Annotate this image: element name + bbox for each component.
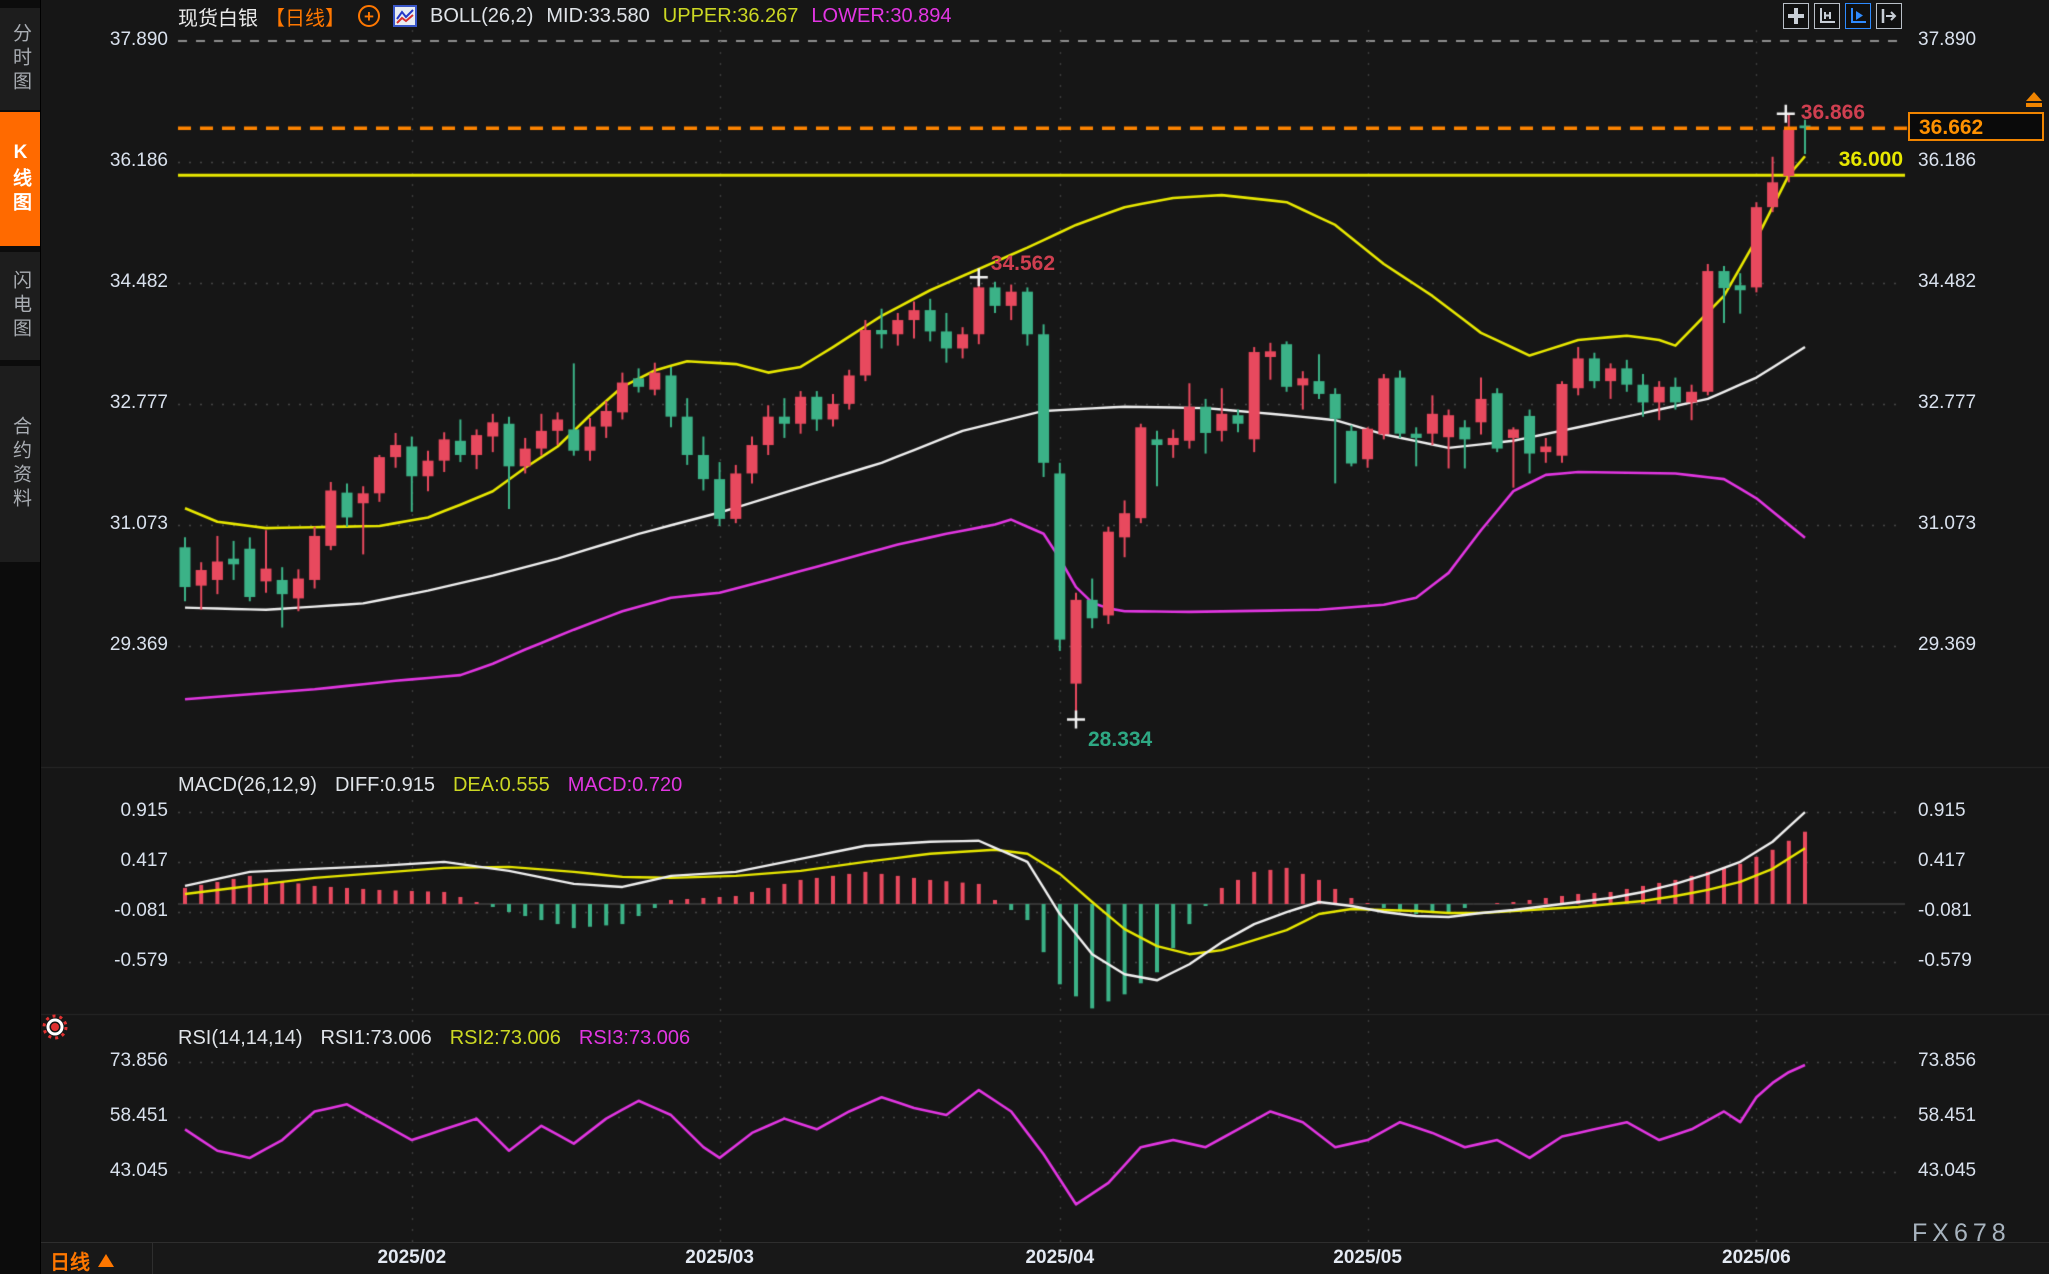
symbol-name: 现货白银	[178, 7, 258, 30]
rsi-tick-right: 73.856	[1918, 1050, 1977, 1071]
rsi2-value: RSI2:73.006	[449, 1027, 561, 1049]
price-tick-right: 34.482	[1918, 271, 1977, 292]
sidebar: 分时图 K线图 闪电图 合约资料	[0, 0, 41, 1274]
sidebar-item-label: 分时图	[10, 23, 31, 95]
boll-upper-value: UPPER:36.267	[662, 4, 799, 27]
macd-diff-value: DIFF:0.915	[334, 774, 435, 796]
price-tick-left: 29.369	[109, 634, 168, 656]
rsi1-value: RSI1:73.006	[320, 1027, 432, 1049]
rsi-tick-left: 58.451	[109, 1105, 168, 1126]
sidebar-item-lightning-chart[interactable]: 闪电图	[0, 252, 40, 360]
rsi-tick-right: 58.451	[1918, 1105, 1977, 1126]
rsi-title: RSI(14,14,14)	[178, 1027, 303, 1049]
collapse-panel-icon	[1881, 9, 1897, 23]
move-tool-button[interactable]	[1783, 3, 1809, 29]
price-tick-right: 36.186	[1918, 150, 1977, 171]
collapse-panel-button[interactable]	[1876, 3, 1902, 29]
period-up-triangle-icon	[98, 1254, 114, 1267]
macd-tick-left: 0.417	[120, 850, 168, 872]
price-tick-left: 37.890	[109, 29, 168, 50]
axis-range-button[interactable]	[1814, 3, 1840, 29]
move-icon	[1788, 8, 1804, 24]
sidebar-item-time-chart[interactable]: 分时图	[0, 8, 40, 110]
x-axis-month-label: 2025/05	[1333, 1247, 1402, 1268]
indicator-name: BOLL(26,2)	[430, 4, 534, 27]
add-indicator-icon[interactable]: +	[358, 5, 380, 27]
chart-toolbar	[1783, 3, 1902, 29]
macd-tick-right: 0.417	[1918, 850, 1966, 872]
macd-tick-right: 0.915	[1918, 800, 1966, 822]
boll-lower-value: LOWER:30.894	[811, 4, 952, 27]
boll-indicator-icon[interactable]	[393, 5, 417, 27]
alert-sun-icon	[42, 1014, 68, 1040]
macd-dea-value: DEA:0.555	[452, 774, 550, 796]
sidebar-item-kline-chart[interactable]: K线图	[0, 112, 40, 246]
high-price-label: 36.866	[1800, 100, 1866, 124]
period-tag: 【日线】	[265, 7, 345, 30]
x-axis-month-label: 2025/06	[1722, 1247, 1791, 1268]
price-tick-left: 32.777	[109, 392, 168, 414]
rsi-tick-right: 43.045	[1918, 1160, 1977, 1182]
axis-play-icon	[1851, 8, 1866, 23]
price-tick-right: 37.890	[1918, 29, 1977, 50]
scroll-to-latest-icon[interactable]	[2021, 90, 2047, 110]
x-axis-month-label: 2025/04	[1025, 1247, 1095, 1268]
rsi-tick-left: 43.045	[109, 1160, 168, 1182]
price-tick-left: 34.482	[109, 271, 168, 292]
macd-tick-right: -0.081	[1918, 900, 1972, 922]
sidebar-item-label: K线图	[10, 142, 31, 216]
macd-tick-left: 0.915	[120, 800, 168, 822]
alert-line-price-label: 36.000	[1838, 148, 1903, 171]
macd-pane-header: MACD(26,12,9) DIFF:0.915 DEA:0.555 MACD:…	[178, 774, 682, 797]
axis-play-button[interactable]	[1845, 3, 1871, 29]
price-tick-left: 36.186	[109, 150, 168, 171]
sidebar-item-label: 合约资料	[10, 416, 31, 512]
macd-tick-right: -0.579	[1918, 950, 1972, 972]
sidebar-item-label: 闪电图	[10, 270, 31, 342]
price-tick-left: 31.073	[109, 513, 168, 535]
boll-mid-value: MID:33.580	[546, 4, 650, 27]
low-price-label: 28.334	[1088, 727, 1153, 751]
axis-range-icon	[1820, 8, 1835, 23]
swing-high-price-label: 34.562	[990, 252, 1056, 276]
price-tick-right: 29.369	[1918, 634, 1977, 656]
sidebar-item-contract-info[interactable]: 合约资料	[0, 366, 40, 562]
macd-title: MACD(26,12,9)	[178, 774, 317, 796]
rsi3-value: RSI3:73.006	[578, 1027, 691, 1049]
watermark: FX678	[1912, 1219, 2011, 1247]
price-tick-right: 31.073	[1918, 513, 1977, 535]
rsi-pane-header: RSI(14,14,14) RSI1:73.006 RSI2:73.006 RS…	[178, 1027, 690, 1050]
macd-tick-left: -0.579	[114, 950, 168, 972]
macd-macd-value: MACD:0.720	[567, 774, 683, 796]
time-axis-bar	[0, 1242, 2049, 1274]
macd-tick-left: -0.081	[114, 900, 168, 922]
chart-header: 现货白银 【日线】 + BOLL(26,2) MID:33.580 UPPER:…	[178, 2, 952, 30]
x-axis-month-label: 2025/03	[685, 1247, 754, 1268]
x-axis-month-label: 2025/02	[377, 1247, 447, 1268]
period-selector[interactable]: 日线	[50, 1246, 114, 1274]
current-price-box[interactable]: 36.662	[1908, 112, 2044, 141]
period-label: 日线	[50, 1252, 90, 1274]
rsi-tick-left: 73.856	[109, 1050, 168, 1071]
price-tick-right: 32.777	[1918, 392, 1977, 414]
